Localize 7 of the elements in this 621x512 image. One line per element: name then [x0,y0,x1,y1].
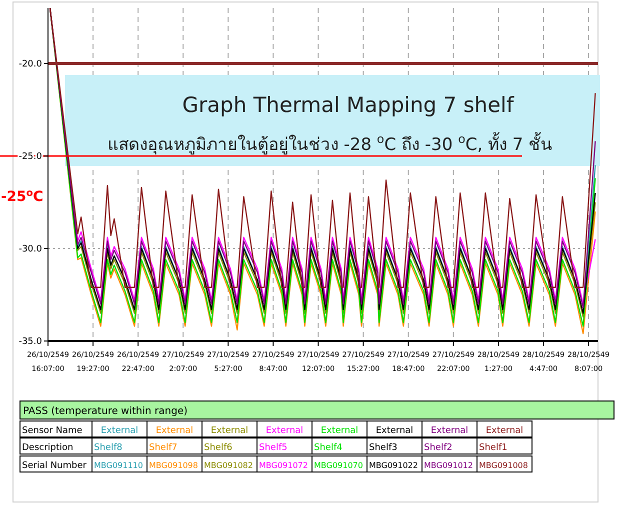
text: Graph Thermal Mapping 7 shelf [182,93,514,117]
text: แสดงอุณหภูมิภายในตู้อยู่ในช่วง -28 $^{o}$C ถึง -30 $^{o}$C, ทั้ง 7 ชั้น [107,132,553,155]
y-tick-label: -35.0 [18,337,42,347]
y-tick-label: -30.0 [18,244,42,254]
sensor-table: PASS (temperature within range) Sensor Name Description Serial Number External Shelf8 MBG091110 External Shelf7 MBG091098 External Shelf6 MBG091082 External Shelf5 MBG091072 External Shelf4 MBG091070 External Shelf3 MBG091022 External Shelf2 MBG091012 External Shelf1 MBG091008 [20,400,614,472]
y-tick-label: -20.0 [18,60,42,70]
ref-line-label: -25$^{o}$C [1,188,44,205]
